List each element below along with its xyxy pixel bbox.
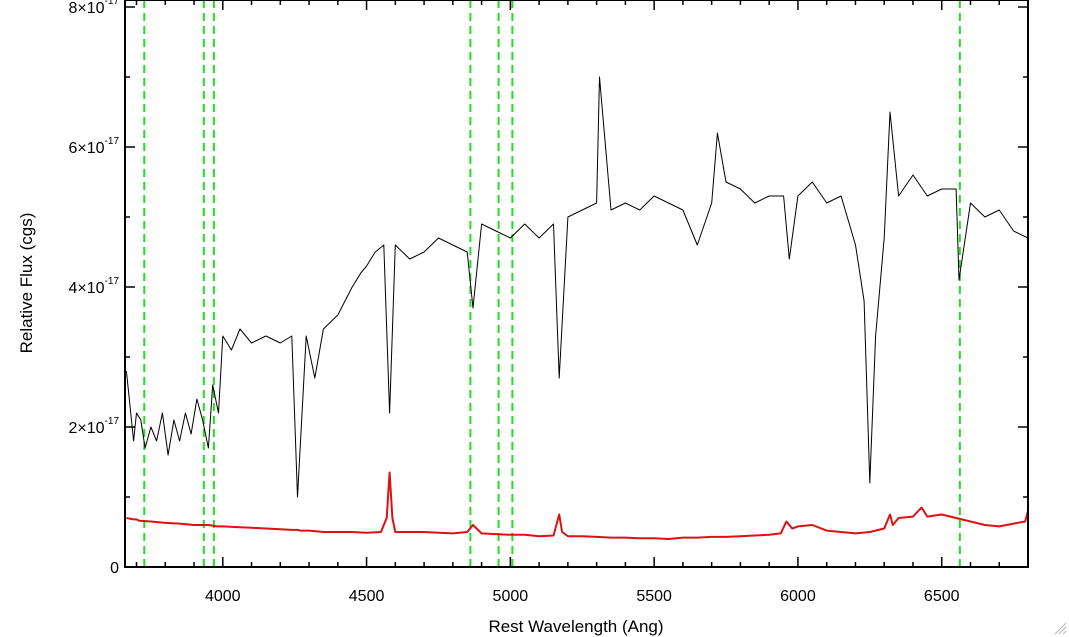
x-tick-label: 6500 <box>924 588 960 605</box>
y-tick-label: 0 <box>110 560 119 577</box>
y-tick-label: 6×10-17 <box>69 136 120 157</box>
y-tick-label: 4×10-17 <box>69 276 120 297</box>
x-tick-label: 5000 <box>493 588 529 605</box>
x-tick-label: 4000 <box>205 588 241 605</box>
resize-grip-icon[interactable] <box>1053 621 1067 635</box>
plot-frame <box>124 0 1029 568</box>
x-tick-label: 5500 <box>636 588 672 605</box>
series-layer <box>125 76 1028 540</box>
y-tick-label: 2×10-17 <box>69 416 120 437</box>
y-tick-label: 8×10-17 <box>69 0 120 17</box>
x-tick-label: 6000 <box>780 588 816 605</box>
series-line-0 <box>125 76 1028 498</box>
x-tick-label: 4500 <box>349 588 385 605</box>
axes: 4000 4500 5000 5500 6000 6500 0 2×10-17 4×10-17 6… <box>69 0 1029 605</box>
reference-lines <box>143 0 961 567</box>
x-axis-title: Rest Wavelength (Ang) <box>488 617 663 636</box>
y-axis-title: Relative Flux (cgs) <box>17 213 36 354</box>
series-line-1 <box>126 471 1028 540</box>
